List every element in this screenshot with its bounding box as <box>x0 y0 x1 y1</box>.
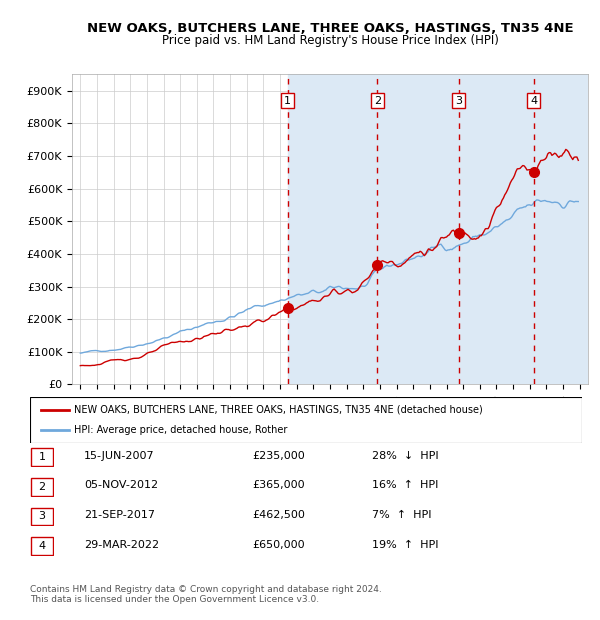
Text: 19%  ↑  HPI: 19% ↑ HPI <box>372 540 439 550</box>
Bar <box>458 74 534 384</box>
Text: 05-NOV-2012: 05-NOV-2012 <box>84 480 158 490</box>
Text: 16%  ↑  HPI: 16% ↑ HPI <box>372 480 439 490</box>
Text: 3: 3 <box>38 512 46 521</box>
Text: HPI: Average price, detached house, Rother: HPI: Average price, detached house, Roth… <box>74 425 287 435</box>
Bar <box>534 74 588 384</box>
Text: 2: 2 <box>38 482 46 492</box>
Text: 29-MAR-2022: 29-MAR-2022 <box>84 540 159 550</box>
Text: £235,000: £235,000 <box>252 451 305 461</box>
FancyBboxPatch shape <box>31 448 53 466</box>
Bar <box>377 74 458 384</box>
Text: Contains HM Land Registry data © Crown copyright and database right 2024.
This d: Contains HM Land Registry data © Crown c… <box>30 585 382 604</box>
Text: 15-JUN-2007: 15-JUN-2007 <box>84 451 155 461</box>
Text: 3: 3 <box>455 95 462 105</box>
Bar <box>288 74 377 384</box>
Text: 28%  ↓  HPI: 28% ↓ HPI <box>372 451 439 461</box>
Text: NEW OAKS, BUTCHERS LANE, THREE OAKS, HASTINGS, TN35 4NE (detached house): NEW OAKS, BUTCHERS LANE, THREE OAKS, HAS… <box>74 405 483 415</box>
FancyBboxPatch shape <box>31 478 53 495</box>
Text: NEW OAKS, BUTCHERS LANE, THREE OAKS, HASTINGS, TN35 4NE: NEW OAKS, BUTCHERS LANE, THREE OAKS, HAS… <box>86 22 574 35</box>
Text: 7%  ↑  HPI: 7% ↑ HPI <box>372 510 431 520</box>
Text: 2: 2 <box>374 95 381 105</box>
Text: 4: 4 <box>530 95 537 105</box>
Text: 1: 1 <box>38 452 46 462</box>
Text: £365,000: £365,000 <box>252 480 305 490</box>
Text: 21-SEP-2017: 21-SEP-2017 <box>84 510 155 520</box>
Text: £462,500: £462,500 <box>252 510 305 520</box>
FancyBboxPatch shape <box>30 397 582 443</box>
Text: £650,000: £650,000 <box>252 540 305 550</box>
Text: Price paid vs. HM Land Registry's House Price Index (HPI): Price paid vs. HM Land Registry's House … <box>161 34 499 47</box>
Text: 4: 4 <box>38 541 46 551</box>
Text: 1: 1 <box>284 95 291 105</box>
FancyBboxPatch shape <box>31 538 53 555</box>
FancyBboxPatch shape <box>31 508 53 525</box>
